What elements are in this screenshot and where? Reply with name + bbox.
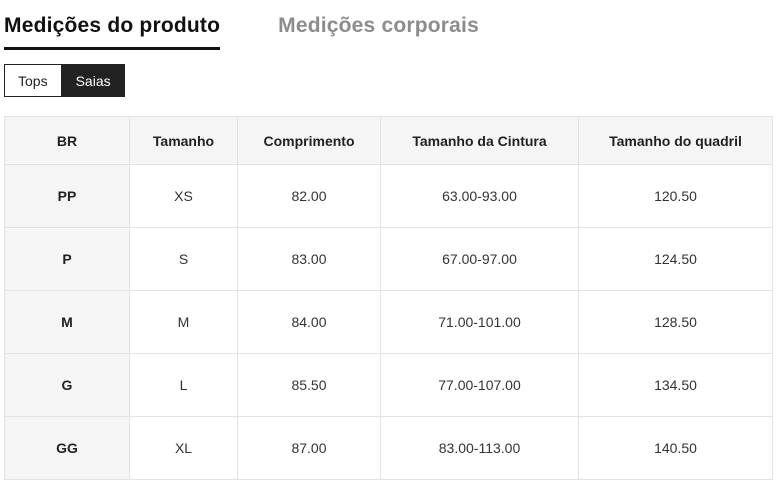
table-cell: M [129,290,238,354]
table-cell: 87.00 [237,416,381,480]
measurement-tabs: Medições do produto Medições corporais [4,14,776,50]
column-header-br: BR [4,116,130,165]
category-toggle: Tops Saias [4,64,776,97]
table-cell: 140.50 [578,416,773,480]
table-cell: XL [129,416,238,480]
table-row: GG XL 87.00 83.00-113.00 140.50 [4,416,773,480]
tab-product-measurements[interactable]: Medições do produto [4,14,221,50]
table-cell: 85.50 [237,353,381,417]
row-header-cell: M [4,290,130,354]
column-header-tamanho: Tamanho [129,116,238,165]
table-cell: 83.00 [237,227,381,291]
table-cell: 134.50 [578,353,773,417]
row-header-cell: GG [4,416,130,480]
size-chart-panel: Medições do produto Medições corporais T… [4,14,776,480]
table-cell: 83.00-113.00 [380,416,579,480]
table-cell: S [129,227,238,291]
tab-body-measurements[interactable]: Medições corporais [278,14,479,37]
toggle-saias-button[interactable]: Saias [61,64,125,97]
row-header-cell: P [4,227,130,291]
table-cell: 71.00-101.00 [380,290,579,354]
table-row: P S 83.00 67.00-97.00 124.50 [4,227,773,291]
row-header-cell: G [4,353,130,417]
table-header-row: BR Tamanho Comprimento Tamanho da Cintur… [4,116,773,165]
table-cell: 82.00 [237,164,381,228]
table-cell: 63.00-93.00 [380,164,579,228]
measurements-table: BR Tamanho Comprimento Tamanho da Cintur… [4,116,773,480]
column-header-cintura: Tamanho da Cintura [380,116,579,165]
table-cell: 77.00-107.00 [380,353,579,417]
table-cell: 128.50 [578,290,773,354]
table-cell: 124.50 [578,227,773,291]
toggle-tops-button[interactable]: Tops [4,64,62,97]
table-cell: L [129,353,238,417]
table-row: PP XS 82.00 63.00-93.00 120.50 [4,164,773,228]
row-header-cell: PP [4,164,130,228]
table-cell: 67.00-97.00 [380,227,579,291]
table-cell: XS [129,164,238,228]
column-header-comprimento: Comprimento [237,116,381,165]
column-header-quadril: Tamanho do quadril [578,116,773,165]
table-cell: 120.50 [578,164,773,228]
table-row: G L 85.50 77.00-107.00 134.50 [4,353,773,417]
table-cell: 84.00 [237,290,381,354]
table-row: M M 84.00 71.00-101.00 128.50 [4,290,773,354]
